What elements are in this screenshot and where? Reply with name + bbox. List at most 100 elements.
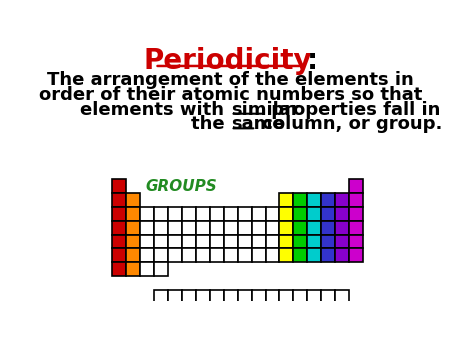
Bar [112, 248, 126, 262]
Bar [140, 262, 154, 276]
Text: The arrangement of the elements in: The arrangement of the elements in [47, 71, 414, 89]
Bar [321, 304, 335, 318]
Bar [335, 290, 349, 304]
Bar [154, 262, 168, 276]
Bar [307, 193, 321, 207]
Bar [252, 221, 266, 235]
Bar [224, 221, 238, 235]
Text: GROUPS: GROUPS [146, 178, 218, 194]
Bar [210, 304, 224, 318]
Bar [210, 248, 224, 262]
Bar [224, 207, 238, 221]
Bar [293, 248, 307, 262]
Bar [279, 235, 293, 248]
Bar [279, 193, 293, 207]
Bar [252, 235, 266, 248]
Text: similar: similar [230, 101, 299, 119]
Bar [293, 304, 307, 318]
Bar [335, 304, 349, 318]
Bar [238, 207, 252, 221]
Bar [154, 235, 168, 248]
Bar [293, 207, 307, 221]
Bar [349, 207, 363, 221]
Bar [112, 235, 126, 248]
Bar [335, 207, 349, 221]
Bar [224, 304, 238, 318]
Bar [349, 235, 363, 248]
Bar [210, 221, 224, 235]
Bar [154, 221, 168, 235]
Bar [140, 235, 154, 248]
Bar [224, 290, 238, 304]
Bar [168, 207, 182, 221]
Bar [210, 290, 224, 304]
Bar [307, 221, 321, 235]
Bar [224, 235, 238, 248]
Bar [293, 290, 307, 304]
Bar [154, 304, 168, 318]
Bar [321, 221, 335, 235]
Bar [238, 290, 252, 304]
Bar [140, 207, 154, 221]
Bar [196, 248, 210, 262]
Bar [335, 221, 349, 235]
Bar [112, 193, 126, 207]
Bar [210, 235, 224, 248]
Bar [266, 290, 279, 304]
Bar [252, 248, 266, 262]
Bar [112, 207, 126, 221]
Bar [266, 304, 279, 318]
Bar [210, 207, 224, 221]
Bar [238, 221, 252, 235]
Bar [321, 248, 335, 262]
Bar [112, 221, 126, 235]
Bar [126, 248, 140, 262]
Bar [182, 207, 196, 221]
Text: same: same [230, 115, 284, 133]
Bar [140, 248, 154, 262]
Text: elements with: elements with [81, 101, 230, 119]
Bar [279, 248, 293, 262]
Text: :: : [306, 47, 318, 75]
Bar [252, 304, 266, 318]
Bar [196, 235, 210, 248]
Bar [154, 290, 168, 304]
Bar [126, 221, 140, 235]
Bar [279, 207, 293, 221]
Bar [293, 221, 307, 235]
Bar [293, 235, 307, 248]
Bar [168, 304, 182, 318]
Bar [126, 235, 140, 248]
Bar [307, 290, 321, 304]
Bar [266, 221, 279, 235]
Text: properties fall in: properties fall in [265, 101, 440, 119]
Bar [126, 193, 140, 207]
Bar [266, 207, 279, 221]
Bar [154, 248, 168, 262]
Bar [307, 207, 321, 221]
Bar [182, 221, 196, 235]
Bar [238, 304, 252, 318]
Bar [168, 248, 182, 262]
Bar [252, 207, 266, 221]
Bar [126, 262, 140, 276]
Bar [196, 290, 210, 304]
Bar [335, 248, 349, 262]
Bar [252, 290, 266, 304]
Bar [279, 304, 293, 318]
Text: the: the [191, 115, 230, 133]
Bar [321, 207, 335, 221]
Bar [279, 221, 293, 235]
Bar [224, 248, 238, 262]
Bar [349, 248, 363, 262]
Bar [112, 179, 126, 193]
Bar [168, 235, 182, 248]
Bar [168, 221, 182, 235]
Bar [321, 235, 335, 248]
Text: column, or group.: column, or group. [256, 115, 443, 133]
Bar [140, 221, 154, 235]
Text: Periodicity: Periodicity [144, 47, 313, 75]
Bar [126, 207, 140, 221]
Bar [182, 235, 196, 248]
Bar [307, 304, 321, 318]
